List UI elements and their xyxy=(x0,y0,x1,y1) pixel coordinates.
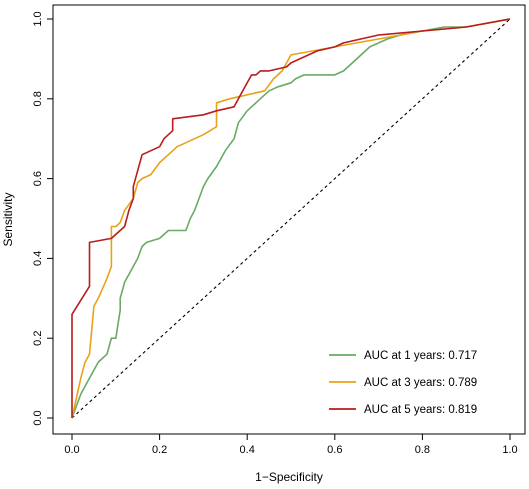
series-line-3 xyxy=(71,18,511,418)
series-layer xyxy=(71,18,511,419)
y-tick-label: 1.0 xyxy=(32,11,44,26)
x-tick-label: 0.6 xyxy=(327,444,342,456)
y-tick-label: 0.0 xyxy=(32,410,44,425)
legend-label-3: AUC at 5 years: 0.819 xyxy=(364,404,477,416)
x-tick-label: 0.8 xyxy=(415,444,430,456)
legend: AUC at 1 years: 0.717 AUC at 3 years: 0.7… xyxy=(329,350,477,416)
x-tick-label: 0.4 xyxy=(240,444,255,456)
x-axis: 0.0 0.2 0.4 0.6 0.8 1.0 xyxy=(64,433,518,456)
reference-diagonal-line xyxy=(71,18,511,419)
series-line-1 xyxy=(71,18,511,419)
y-tick-label: 0.4 xyxy=(32,251,44,266)
y-axis: 0.0 0.2 0.4 0.6 0.8 1.0 xyxy=(32,11,54,426)
y-tick-label: 0.6 xyxy=(32,171,44,186)
x-axis-title: 1−Specificity xyxy=(255,470,323,484)
x-tick-label: 1.0 xyxy=(502,444,517,456)
reference-line-layer xyxy=(71,18,511,419)
y-axis-title: Sensitivity xyxy=(1,192,15,246)
legend-label-2: AUC at 3 years: 0.789 xyxy=(364,377,477,389)
x-tick-label: 0.2 xyxy=(152,444,167,456)
legend-label-1: AUC at 1 years: 0.717 xyxy=(364,350,477,362)
y-tick-label: 0.8 xyxy=(32,91,44,106)
x-tick-label: 0.0 xyxy=(64,444,79,456)
y-tick-label: 0.2 xyxy=(32,331,44,346)
